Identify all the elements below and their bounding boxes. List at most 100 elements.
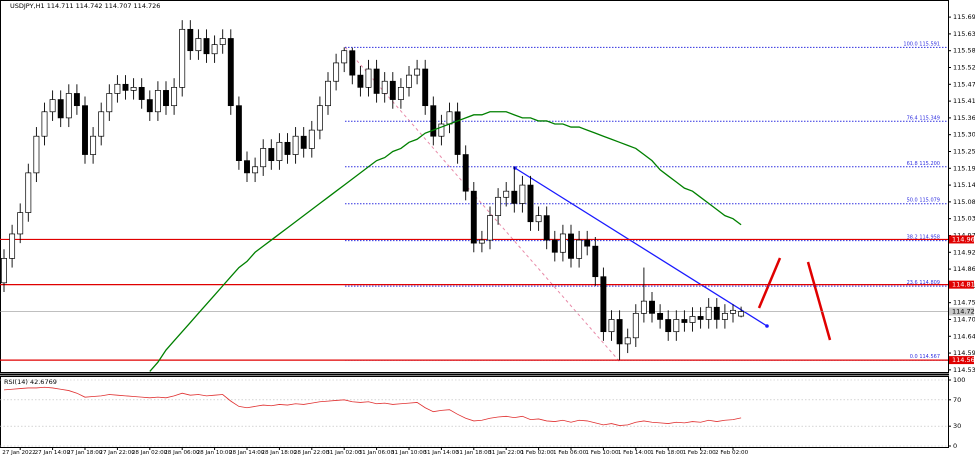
candle-body (616, 319, 623, 345)
candle-body (430, 105, 437, 137)
candle-body (511, 190, 518, 204)
x-tick-label: 28 Jan 18:00 (261, 450, 297, 456)
candle-body (316, 105, 323, 131)
y-tick-label: 115.085 (953, 198, 975, 206)
candle-body (49, 99, 56, 113)
y-tick-label: 114.920 (953, 248, 975, 256)
candle-body (487, 215, 493, 241)
candle-body (584, 239, 591, 247)
rsi-tick-label: 100 (953, 376, 965, 384)
x-tick-label: 1 Feb 14:00 (618, 450, 652, 456)
current-box (949, 307, 974, 316)
candle-body (381, 80, 388, 94)
rsi-title: RSI(14) 42.6769 (4, 378, 57, 386)
moving-average (149, 111, 742, 372)
y-tick-label: 115.635 (953, 30, 975, 38)
candle-body (268, 148, 275, 162)
candle-body (414, 68, 421, 76)
candle-body (82, 105, 88, 155)
candle-body (389, 80, 396, 100)
candle-body (138, 86, 145, 100)
candle-body (721, 313, 728, 320)
candle-body (73, 93, 80, 107)
y-tick-label: 115.250 (953, 147, 975, 155)
candle-body (705, 306, 712, 320)
candle-body (681, 319, 688, 323)
x-tick-label: 28 Jan 06:00 (164, 450, 200, 456)
current-label: 114.726 (952, 308, 975, 316)
y-tick-label: 115.580 (953, 47, 975, 55)
scenario-up (757, 257, 782, 309)
candle-body (592, 245, 599, 278)
x-tick-label: 31 Jan 18:00 (456, 450, 492, 456)
y-tick-label: 114.590 (953, 349, 975, 357)
x-tick-label: 2 Feb 02:00 (715, 450, 749, 456)
candle-body (25, 172, 32, 213)
candle-body (17, 212, 24, 235)
candle-body (600, 276, 607, 333)
candle-body (495, 196, 502, 216)
fib-label: 76.4 115.349 (907, 115, 940, 121)
candle-body (689, 316, 696, 323)
candle-body (244, 160, 250, 174)
candle-body (57, 99, 64, 119)
candle-body (551, 239, 558, 253)
candle-body (527, 184, 534, 223)
candle-body (325, 80, 331, 107)
candle-body (252, 166, 259, 174)
y-tick-label: 114.700 (953, 315, 975, 323)
candle-body (738, 311, 745, 317)
y-tick-label: 115.415 (953, 97, 975, 105)
candle-body (422, 68, 429, 107)
y-tick-label: 114.755 (953, 299, 975, 307)
candle-body (730, 309, 736, 314)
candle-body (333, 62, 340, 82)
candle-body (632, 313, 639, 339)
x-tick-label: 31 Jan 06:00 (359, 450, 395, 456)
x-tick-label: 1 Feb 02:00 (521, 450, 555, 456)
y-tick-label: 114.535 (953, 366, 975, 374)
candle-body (276, 141, 283, 162)
candle-body (397, 86, 404, 100)
fib-label: 0.0 114.567 (910, 354, 940, 360)
fib-label: 61.8 115.200 (907, 161, 940, 167)
x-tick-label: 1 Feb 06:00 (553, 450, 587, 456)
candle-body (576, 239, 583, 259)
candle-body (171, 86, 178, 107)
candle-body (219, 38, 226, 45)
fib-label: 38.2 114.958 (907, 235, 940, 241)
candle-body (673, 319, 680, 333)
trend-point (765, 324, 769, 328)
x-tick-label: 27 Jan 22:00 (99, 450, 135, 456)
candle-body (284, 141, 291, 155)
level-box (949, 235, 974, 244)
candle-body (114, 83, 121, 94)
y-tick-label: 115.690 (953, 13, 975, 21)
y-tick-label: 115.525 (953, 63, 975, 71)
candle-body (235, 105, 242, 162)
candle-body (195, 38, 202, 52)
rsi-tick-label: 70 (953, 396, 961, 404)
x-tick-label: 28 Jan 14:00 (229, 450, 265, 456)
x-tick-label: 28 Jan 02:00 (132, 450, 168, 456)
candle-body (300, 135, 307, 149)
candle-body (640, 300, 647, 314)
x-tick-label: 28 Jan 10:00 (197, 450, 233, 456)
main-panel (0, 0, 949, 373)
scenario-down (806, 261, 832, 341)
candle-body (1, 258, 7, 284)
candle-body (406, 74, 412, 88)
candle-body (146, 99, 153, 113)
candle-body (649, 300, 655, 314)
candle-body (624, 337, 631, 345)
candle-body (227, 38, 234, 107)
x-tick-label: 1 Feb 10:00 (585, 450, 619, 456)
y-tick-label: 115.195 (953, 164, 975, 172)
x-tick-label: 27 Jan 14:00 (35, 450, 71, 456)
fib-anchor (344, 46, 621, 363)
candle-body (608, 319, 615, 333)
x-tick-label: 27 Jan 18:00 (67, 450, 103, 456)
candle-body (665, 319, 672, 333)
candle-body (697, 316, 704, 320)
